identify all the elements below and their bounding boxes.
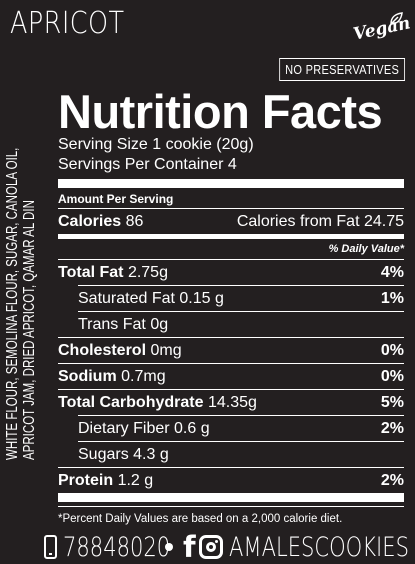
nutrient-amount: 0.7mg [121,367,166,385]
nutrient-label: Sugars [78,445,129,463]
nutrient-pct: 0% [380,341,404,359]
nutrient-row-total-fat: Total Fat 2.75g 4% [58,259,404,285]
nutrient-amount: 0mg [150,341,182,359]
nutrient-label: Trans Fat [78,315,146,333]
nutrient-row-dietary-fiber: Dietary Fiber 0.6 g 2% [78,415,404,441]
daily-value-footnote: *Percent Daily Values are based on a 2,0… [58,506,404,525]
nutrient-amount: 0.6 g [174,419,210,437]
nutrient-row-cholesterol: Cholesterol 0mg 0% [58,337,404,363]
leaf-icon [390,12,403,25]
nutrient-label: Total Fat [58,263,124,281]
nutrient-amount: 14.35g [207,393,257,411]
calories-from-fat: Calories from Fat 24.75 [236,212,404,230]
nutrient-row-saturated-fat: Saturated Fat 0.15 g 1% [78,285,404,311]
phone-number: 78848020 [63,531,171,563]
nutrient-amount: 0g [150,315,169,333]
nutrient-pct: 2% [380,419,404,437]
nutrient-row-sugars: Sugars 4.3 g [78,441,404,467]
nutrient-label: Total Carbohydrate [58,393,204,411]
nutrient-row-protein: Protein 1.2 g 2% [58,467,404,493]
nutrient-label: Cholesterol [58,341,147,359]
ingredients-line-1: WHITE FLOUR, SEMOLINA FLOUR, SUGAR, CANO… [4,147,21,460]
nutrient-pct: 0% [380,367,404,385]
calories-label: Calories [58,212,122,230]
nutrient-amount: 4.3 g [133,445,169,463]
nutrition-panel: Nutrition Facts Serving Size 1 cookie (2… [58,85,404,525]
contact-bar: 78848020 f AMALESCOOKIES [44,530,415,564]
nutrient-amount: 1.2 g [117,471,154,489]
nutrient-amount: 0.15 g [179,289,224,307]
vegan-label: Vegan [351,13,413,45]
nutrient-pct: 5% [380,393,404,411]
nutrient-label: Dietary Fiber [78,419,170,437]
nutrition-heading: Nutrition Facts [58,85,383,138]
serving-size: Serving Size 1 cookie (20g) [58,136,254,153]
medium-divider [58,234,404,238]
nutrient-row-sodium: Sodium 0.7mg 0% [58,363,404,389]
nutrient-row-trans-fat: Trans Fat 0g [78,311,404,337]
nutrient-label: Protein [58,471,114,489]
thick-divider [58,179,404,188]
daily-value-header: % Daily Value* [58,238,404,259]
product-title: APRICOT [10,6,125,41]
ingredients-line-2: APRICOT JAM, DRIED APRICOT, QAMAR AL DIN [21,200,38,460]
separator-dot [165,543,173,551]
nutrient-pct: 2% [380,471,404,489]
calories-value: 86 [125,212,144,230]
nutrient-pct: 4% [380,263,404,281]
instagram-icon [198,535,223,559]
social-handle: AMALESCOOKIES [228,531,409,563]
vegan-badge: Vegan [349,10,412,48]
phone-icon [44,535,57,559]
ingredients-list: WHITE FLOUR, SEMOLINA FLOUR, SUGAR, CANO… [4,80,44,460]
thick-divider-bottom [58,493,404,502]
nutrient-label: Sodium [58,367,117,385]
amount-per-serving: Amount Per Serving [58,192,174,206]
calories-row: Calories 86 Calories from Fat 24.75 [58,208,404,234]
nutrient-pct: 1% [380,289,404,307]
nutrient-row-total-carbohydrate: Total Carbohydrate 14.35g 5% [58,389,404,415]
nutrient-amount: 2.75g [127,263,168,281]
no-preservatives-badge: NO PRESERVATIVES [279,58,405,81]
servings-per-container: Servings Per Container 4 [58,156,237,173]
facebook-icon: f [183,530,196,564]
nutrient-label: Saturated Fat [78,289,175,307]
